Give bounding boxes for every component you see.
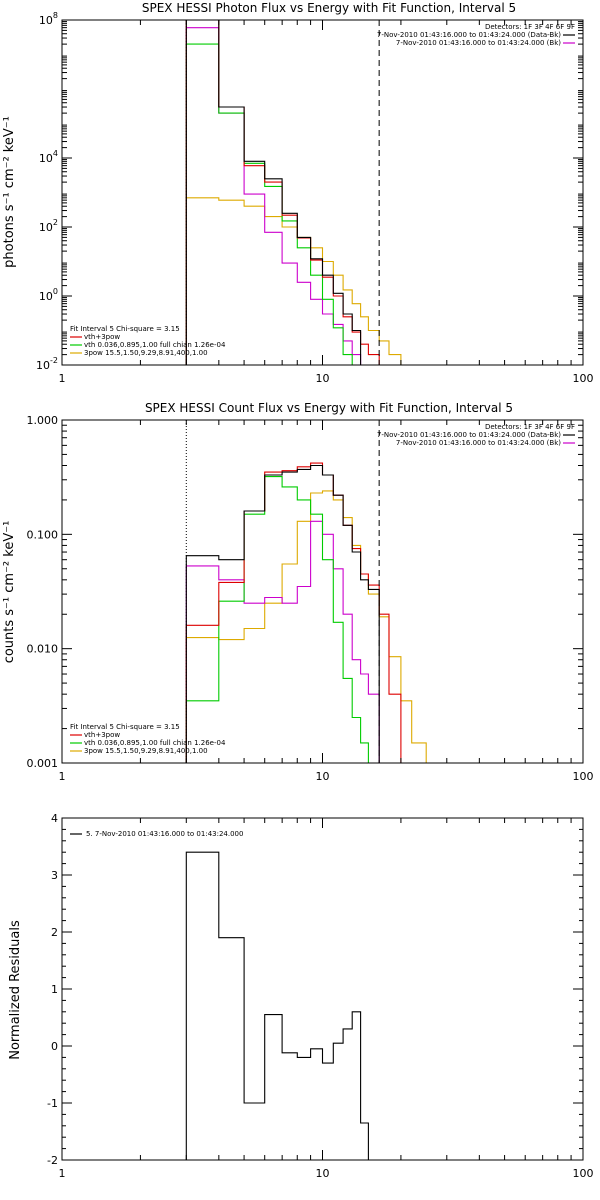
y-tick-label: 3 xyxy=(51,869,58,882)
legend-bottom-left-line: vth 0.036,0.895,1.00 full chian 1.26e-04 xyxy=(84,341,226,349)
residuals-panel: Normalized Residuals 1 10 100 -2 -1 0 1 2 3 4 5. 7… xyxy=(8,812,594,1180)
y-tick-label: 100 xyxy=(39,287,58,303)
y-tick-label: 1.000 xyxy=(27,414,59,427)
x-tick-label: 100 xyxy=(573,1167,594,1180)
series-4-line xyxy=(185,197,427,366)
series-0-line xyxy=(185,19,362,365)
x-tick-label: 10 xyxy=(316,372,330,385)
legend-top-right-line: 7-Nov-2010 01:43:16.000 to 01:43:24.000 … xyxy=(377,431,561,439)
count-panel-ylabel: counts s⁻¹ cm⁻² keV⁻¹ xyxy=(2,521,17,664)
series-3-line xyxy=(185,520,380,763)
legend-bottom-left-line: 3pow 15.5,1.50,9.29,8.91,400,1.00 xyxy=(84,747,208,755)
y-tick-label: 102 xyxy=(39,218,58,234)
x-tick-label: 100 xyxy=(573,770,594,783)
series-1-line xyxy=(185,19,427,366)
y-tick-label: -2 xyxy=(47,1154,58,1167)
legend-bottom-left-line: Fit Interval 5 Chi-square = 3.15 xyxy=(70,325,180,333)
legend-top-right-line: Detectors: 1F 3F 4F 6F 9F xyxy=(485,423,575,431)
legend-bottom-left-line: 3pow 15.5,1.50,9.29,8.91,400,1.00 xyxy=(84,349,208,357)
legend-bottom-left-line: vth+3pow xyxy=(84,333,120,341)
legend-top-right-line: 7-Nov-2010 01:43:16.000 to 01:43:24.000 … xyxy=(396,39,561,47)
series-4-line xyxy=(185,490,427,763)
y-tick-label: 104 xyxy=(39,149,58,165)
x-tick-label: 1 xyxy=(59,372,66,385)
y-tick-label: 0.100 xyxy=(27,528,59,541)
count-flux-panel: SPEX HESSI Count Flux vs Energy with Fit… xyxy=(2,401,594,783)
y-tick-label: 0.010 xyxy=(27,643,59,656)
plot-frame xyxy=(61,817,584,1161)
legend-top-right-line: 7-Nov-2010 01:43:16.000 to 01:43:24.000 … xyxy=(396,439,561,447)
series-1-line xyxy=(185,462,402,763)
legend-top-left-line: 5. 7-Nov-2010 01:43:16.000 to 01:43:24.0… xyxy=(86,830,243,838)
y-tick-label: 1 xyxy=(51,983,58,996)
legend-bottom-left-line: vth+3pow xyxy=(84,731,120,739)
y-tick-label: 0.001 xyxy=(27,757,59,770)
y-tick-label: -1 xyxy=(47,1097,58,1110)
count-panel-title: SPEX HESSI Count Flux vs Energy with Fit… xyxy=(145,401,513,415)
series-0-line xyxy=(185,464,380,763)
x-tick-label: 1 xyxy=(59,770,66,783)
legend-bottom-left-line: vth 0.036,0.895,1.00 full chian 1.26e-04 xyxy=(84,739,226,747)
series-2-line xyxy=(185,476,369,763)
y-tick-label: 10-2 xyxy=(36,356,58,372)
x-tick-label: 1 xyxy=(59,1167,66,1180)
y-tick-label: 108 xyxy=(39,11,58,27)
x-tick-label: 10 xyxy=(316,1167,330,1180)
photon-flux-panel: SPEX HESSI Photon Flux vs Energy with Fi… xyxy=(2,1,594,385)
series-0-line xyxy=(185,851,380,1161)
legend-bottom-left-line: Fit Interval 5 Chi-square = 3.15 xyxy=(70,723,180,731)
series-3-line xyxy=(185,27,369,366)
photon-panel-title: SPEX HESSI Photon Flux vs Energy with Fi… xyxy=(142,1,516,15)
residuals-panel-ylabel: Normalized Residuals xyxy=(8,920,23,1060)
y-tick-label: 0 xyxy=(51,1040,58,1053)
x-tick-label: 100 xyxy=(573,372,594,385)
legend-top-right-line: Detectors: 1F 3F 4F 6F 9F xyxy=(485,23,575,31)
photon-panel-ylabel: photons s⁻¹ cm⁻² keV⁻¹ xyxy=(2,116,17,268)
y-tick-label: 4 xyxy=(51,812,58,825)
x-tick-label: 10 xyxy=(316,770,330,783)
y-tick-label: 2 xyxy=(51,926,58,939)
legend-top-right-line: 7-Nov-2010 01:43:16.000 to 01:43:24.000 … xyxy=(377,31,561,39)
